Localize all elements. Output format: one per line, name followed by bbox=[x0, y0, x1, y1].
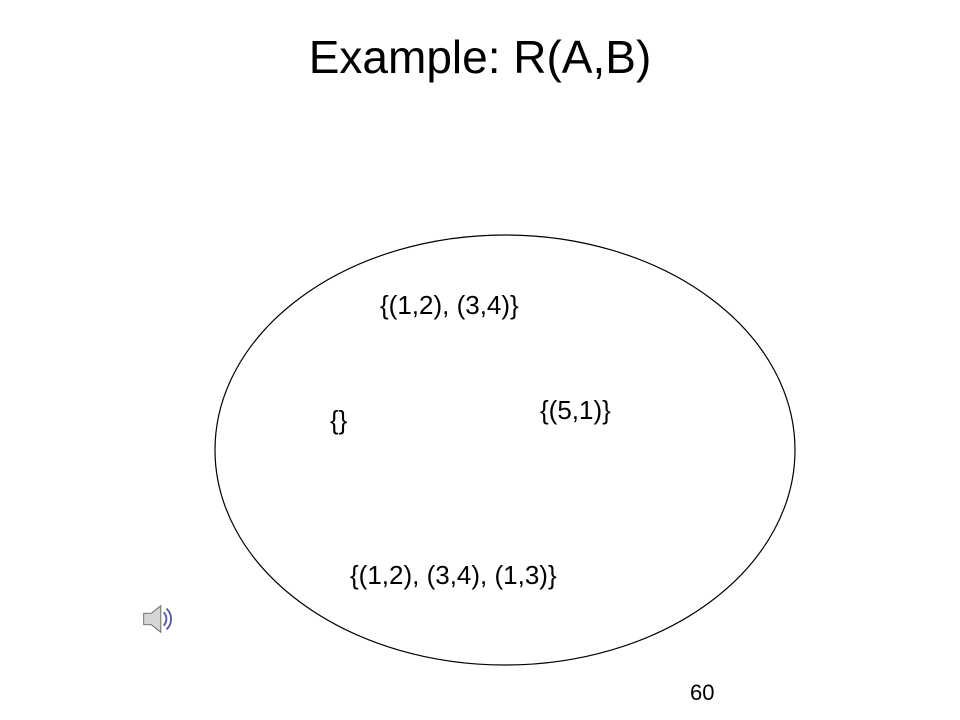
set-element-label: {(1,2), (3,4)} bbox=[380, 290, 519, 321]
set-element-label: {(5,1)} bbox=[540, 395, 611, 426]
slide-title: Example: R(A,B) bbox=[0, 30, 960, 84]
speaker-body bbox=[144, 606, 161, 633]
page-number: 60 bbox=[690, 680, 714, 706]
speaker-wave-1 bbox=[164, 612, 167, 625]
speaker-icon bbox=[138, 600, 176, 643]
set-element-label: {} bbox=[330, 405, 347, 436]
set-element-label: {(1,2), (3,4), (1,3)} bbox=[350, 560, 557, 591]
